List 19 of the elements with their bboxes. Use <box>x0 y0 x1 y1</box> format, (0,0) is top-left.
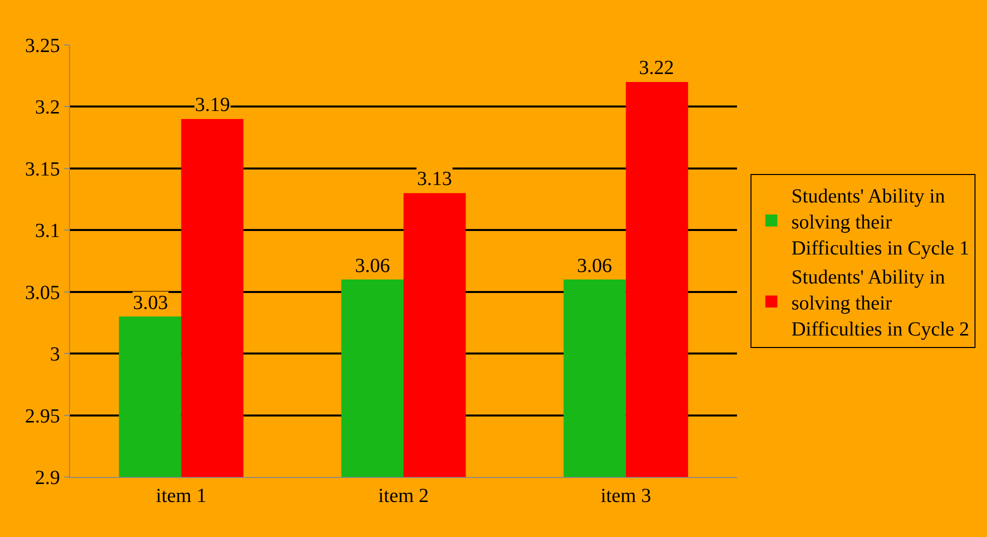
data-label: 3.19 <box>195 94 230 116</box>
y-tick-label: 2.95 <box>25 405 60 428</box>
data-label: 3.06 <box>355 255 390 277</box>
y-tick-label: 3.25 <box>25 35 60 57</box>
y-tick-label: 3.05 <box>25 282 60 304</box>
data-label: 3.03 <box>133 292 168 314</box>
legend-label: Students' Ability in solving their Difficulties in Cycle 1 <box>791 185 970 260</box>
data-label: 3.06 <box>577 255 612 277</box>
x-tick-label: item 1 <box>156 485 206 507</box>
x-tick-label: item 2 <box>378 485 429 507</box>
y-tick-label: 3.1 <box>35 220 60 242</box>
data-label: 3.13 <box>417 168 452 190</box>
x-tick-label: item 3 <box>600 485 652 507</box>
y-tick-label: 3.2 <box>35 96 60 119</box>
legend-label: Students' Ability in solving their Difficulties in Cycle 2 <box>791 266 970 340</box>
y-tick-label: 3 <box>50 344 60 366</box>
y-tick-label: 2.9 <box>35 467 60 489</box>
y-tick-label: 3.15 <box>25 158 60 180</box>
data-label: 3.22 <box>639 57 674 79</box>
